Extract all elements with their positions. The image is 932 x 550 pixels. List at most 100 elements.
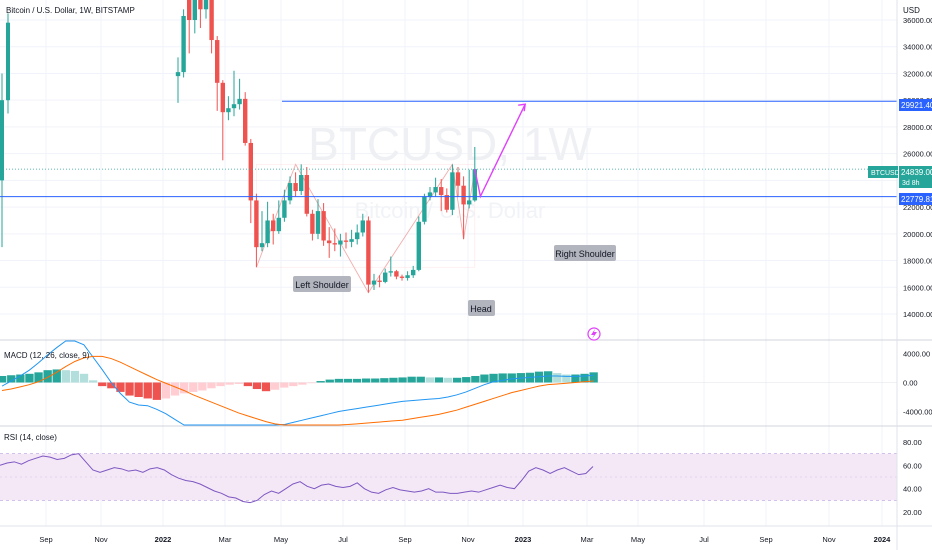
price-tick-label: 34000.00	[903, 43, 932, 52]
candle-body	[310, 213, 315, 234]
watermark-symbol: BTCUSD, 1W	[308, 118, 592, 170]
candle-body	[282, 200, 287, 218]
macd-histogram-bar	[261, 382, 271, 392]
macd-histogram-bar	[343, 378, 353, 383]
macd-histogram-bar	[252, 382, 262, 390]
macd-histogram-bar	[580, 373, 589, 383]
macd-histogram-bar	[70, 370, 80, 383]
candle-body	[366, 220, 371, 285]
time-tick-label: Nov	[94, 535, 108, 544]
macd-histogram-bar	[25, 373, 34, 383]
candle-body	[422, 196, 427, 222]
macd-histogram-bar	[443, 377, 453, 383]
macd-histogram-bar	[453, 377, 462, 383]
macd-histogram-bar	[216, 382, 225, 387]
macd-histogram-bar	[43, 370, 52, 383]
macd-histogram-bar	[489, 373, 498, 383]
candle-body	[433, 187, 438, 193]
candle-body	[405, 275, 410, 278]
rsi-layer	[0, 453, 897, 504]
rsi-label: RSI (14, close)	[4, 433, 57, 442]
signal-line	[1, 355, 594, 426]
candle-body	[243, 98, 248, 143]
rsi-tick-label: 20.00	[903, 508, 922, 517]
time-tick-label: 2024	[874, 535, 892, 544]
resistance-badge-value: 29921.40	[901, 101, 932, 110]
macd-histogram-bar	[280, 382, 289, 388]
macd-histogram-bar	[52, 369, 61, 383]
candle-body	[299, 175, 304, 192]
macd-histogram-bar	[143, 382, 152, 399]
macd-histogram-bar	[243, 382, 252, 387]
candle-body	[371, 280, 377, 285]
macd-histogram-bar	[334, 378, 343, 383]
candle-body	[383, 272, 388, 282]
macd-histogram-bar	[571, 374, 580, 383]
macd-histogram-bar	[107, 382, 116, 389]
macd-histogram-bar	[134, 382, 143, 397]
macd-histogram-bar	[189, 382, 198, 392]
support-badge: 22779.81	[899, 193, 932, 205]
chart-title: Bitcoin / U.S. Dollar, 1W, BITSTAMP	[6, 6, 135, 15]
macd-tick-label: 0.00	[903, 379, 918, 388]
right-shoulder-label-bg	[554, 245, 616, 261]
head-label[interactable]: Head	[468, 300, 495, 316]
candle-body	[203, 0, 209, 10]
countdown-value: 3d 8h	[902, 180, 920, 187]
macd-histogram-bar	[434, 377, 444, 383]
candle-body	[444, 195, 449, 210]
grid-layer	[0, 0, 897, 526]
candle-body	[455, 172, 461, 186]
candle-body	[349, 239, 354, 242]
candle-body	[271, 220, 276, 232]
candle-body	[237, 98, 242, 105]
macd-histogram-bar	[425, 377, 434, 383]
ticker-badge-label: BTCUSD	[871, 170, 900, 177]
time-tick-label: Jul	[338, 535, 348, 544]
candle-body	[276, 217, 281, 232]
macd-histogram-bar	[7, 375, 16, 383]
price-tick-label: 20000.00	[903, 230, 932, 239]
lightning-icon[interactable]	[587, 327, 601, 341]
macd-histogram-bar	[398, 377, 407, 383]
left-shoulder-label[interactable]: Left Shoulder	[293, 276, 351, 292]
price-tick-label: 18000.00	[903, 257, 932, 266]
time-tick-label: 2022	[155, 535, 172, 544]
candle-body	[287, 183, 293, 201]
resistance-badge-bg	[899, 99, 932, 111]
candle-body	[399, 276, 405, 278]
candle-body	[175, 72, 181, 77]
price-tick-label: 36000.00	[903, 16, 932, 25]
candle-body	[467, 200, 472, 205]
macd-histogram-bar	[207, 382, 216, 389]
candle-body	[411, 269, 416, 276]
rsi-band	[0, 453, 897, 501]
candle-body	[226, 108, 231, 113]
macd-label: MACD (12, 26, close, 9)	[4, 351, 90, 360]
macd-histogram-bar	[34, 372, 43, 383]
macd-histogram-bar	[380, 378, 389, 383]
head-label-text: Head	[470, 304, 492, 314]
candle-body	[248, 142, 253, 201]
macd-histogram-bar	[307, 382, 316, 384]
last-price-value: 24839.00	[901, 168, 932, 177]
macd-histogram-bar	[589, 372, 598, 383]
time-tick-label: Sep	[759, 535, 772, 544]
macd-histogram-bar	[389, 377, 398, 383]
macd-histogram-bar	[553, 373, 562, 383]
rsi-tick-label: 60.00	[903, 461, 922, 470]
time-tick-label: 2023	[515, 535, 532, 544]
price-tick-label: 32000.00	[903, 69, 932, 78]
candle-body	[259, 243, 265, 248]
macd-histogram-bar	[371, 378, 380, 383]
price-tick-label: 14000.00	[903, 310, 932, 319]
candle-body	[0, 100, 4, 181]
time-tick-label: May	[274, 535, 288, 544]
price-tick-label: 16000.00	[903, 283, 932, 292]
right-shoulder-label[interactable]: Right Shoulder	[554, 245, 616, 261]
level-layer	[0, 100, 897, 198]
currency-label: USD	[903, 6, 920, 15]
time-tick-label: Sep	[39, 535, 52, 544]
candle-body	[461, 185, 466, 205]
